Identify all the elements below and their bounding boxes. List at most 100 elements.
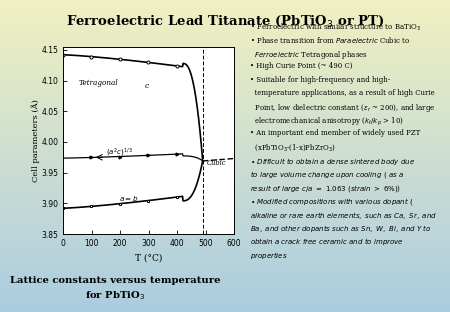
Bar bbox=[0, 38, 450, 40]
Bar bbox=[0, 27, 450, 28]
Bar bbox=[0, 238, 450, 239]
Bar bbox=[0, 255, 450, 256]
Bar bbox=[0, 13, 450, 15]
Bar bbox=[0, 249, 450, 250]
Bar bbox=[0, 204, 450, 205]
Bar bbox=[0, 293, 450, 294]
Bar bbox=[0, 58, 450, 59]
Bar bbox=[0, 70, 450, 71]
Bar bbox=[0, 285, 450, 286]
Bar bbox=[0, 196, 450, 197]
Bar bbox=[0, 214, 450, 215]
Y-axis label: Cell parameters (Å): Cell parameters (Å) bbox=[31, 99, 40, 182]
Bar bbox=[0, 10, 450, 12]
Bar bbox=[0, 279, 450, 280]
Bar bbox=[0, 294, 450, 295]
Bar bbox=[0, 139, 450, 140]
Text: Tetragonal: Tetragonal bbox=[79, 80, 118, 87]
Bar bbox=[0, 189, 450, 190]
Bar bbox=[0, 136, 450, 137]
Bar bbox=[0, 228, 450, 229]
Bar bbox=[0, 125, 450, 126]
Bar bbox=[0, 61, 450, 62]
Bar bbox=[0, 188, 450, 189]
X-axis label: T (°C): T (°C) bbox=[135, 253, 162, 262]
Bar bbox=[0, 153, 450, 154]
Bar bbox=[0, 226, 450, 227]
Bar bbox=[0, 307, 450, 308]
Bar bbox=[0, 300, 450, 302]
Bar bbox=[0, 146, 450, 147]
Bar bbox=[0, 257, 450, 258]
Bar bbox=[0, 71, 450, 72]
Bar bbox=[0, 205, 450, 206]
Bar bbox=[0, 253, 450, 254]
Bar bbox=[0, 82, 450, 83]
Bar bbox=[0, 152, 450, 153]
Bar bbox=[0, 143, 450, 144]
Bar bbox=[0, 187, 450, 188]
Bar bbox=[0, 186, 450, 187]
Bar bbox=[0, 105, 450, 106]
Bar bbox=[0, 6, 450, 7]
Bar bbox=[0, 77, 450, 78]
Bar bbox=[0, 179, 450, 180]
Bar bbox=[0, 74, 450, 75]
Bar bbox=[0, 12, 450, 13]
Text: $(a^2c)^{1/3}$: $(a^2c)^{1/3}$ bbox=[106, 147, 133, 159]
Bar bbox=[0, 124, 450, 125]
Bar bbox=[0, 244, 450, 246]
Text: Lattice constants versus temperature: Lattice constants versus temperature bbox=[9, 276, 220, 285]
Bar bbox=[0, 199, 450, 200]
Bar bbox=[0, 87, 450, 88]
Bar bbox=[0, 34, 450, 35]
Bar bbox=[0, 296, 450, 297]
Bar bbox=[0, 16, 450, 17]
Bar bbox=[0, 148, 450, 149]
Bar bbox=[0, 233, 450, 234]
Bar bbox=[0, 194, 450, 196]
Bar bbox=[0, 234, 450, 235]
Text: $\it{\bullet\ Difficult\ to\ obtain\ a\ dense\ sintered\ body\ due}$: $\it{\bullet\ Difficult\ to\ obtain\ a\ … bbox=[250, 156, 415, 167]
Bar bbox=[0, 26, 450, 27]
Bar bbox=[0, 52, 450, 53]
Bar bbox=[0, 144, 450, 146]
Bar bbox=[0, 181, 450, 182]
Bar bbox=[0, 90, 450, 91]
Bar bbox=[0, 37, 450, 38]
Bar bbox=[0, 291, 450, 292]
Bar bbox=[0, 251, 450, 252]
Bar bbox=[0, 164, 450, 165]
Bar bbox=[0, 138, 450, 139]
Bar bbox=[0, 212, 450, 213]
Bar bbox=[0, 299, 450, 300]
Text: (xPbTiO$_3$-(1-x)PbZrO$_3$): (xPbTiO$_3$-(1-x)PbZrO$_3$) bbox=[250, 143, 335, 153]
Bar bbox=[0, 86, 450, 87]
Bar bbox=[0, 40, 450, 41]
Bar bbox=[0, 49, 450, 50]
Bar bbox=[0, 261, 450, 262]
Bar bbox=[0, 54, 450, 55]
Text: $\it{\bullet\ Modified\ compositions\ with\ various\ dopant\ (}$: $\it{\bullet\ Modified\ compositions\ wi… bbox=[250, 196, 413, 207]
Bar bbox=[0, 137, 450, 138]
Bar bbox=[0, 84, 450, 85]
Bar bbox=[0, 182, 450, 183]
Bar bbox=[0, 184, 450, 185]
Bar bbox=[0, 227, 450, 228]
Bar bbox=[0, 18, 450, 19]
Bar bbox=[0, 129, 450, 130]
Bar bbox=[0, 134, 450, 135]
Text: electromechanical anisotropy ($k_t$/$k_p$ > 10): electromechanical anisotropy ($k_t$/$k_p… bbox=[250, 116, 404, 128]
Bar bbox=[0, 81, 450, 82]
Bar bbox=[0, 50, 450, 51]
Bar bbox=[0, 264, 450, 265]
Bar bbox=[0, 7, 450, 8]
Bar bbox=[0, 160, 450, 161]
Text: Cubic: Cubic bbox=[207, 159, 226, 167]
Bar bbox=[0, 103, 450, 104]
Bar bbox=[0, 260, 450, 261]
Bar bbox=[0, 98, 450, 99]
Bar bbox=[0, 29, 450, 30]
Bar bbox=[0, 282, 450, 283]
Bar bbox=[0, 150, 450, 151]
